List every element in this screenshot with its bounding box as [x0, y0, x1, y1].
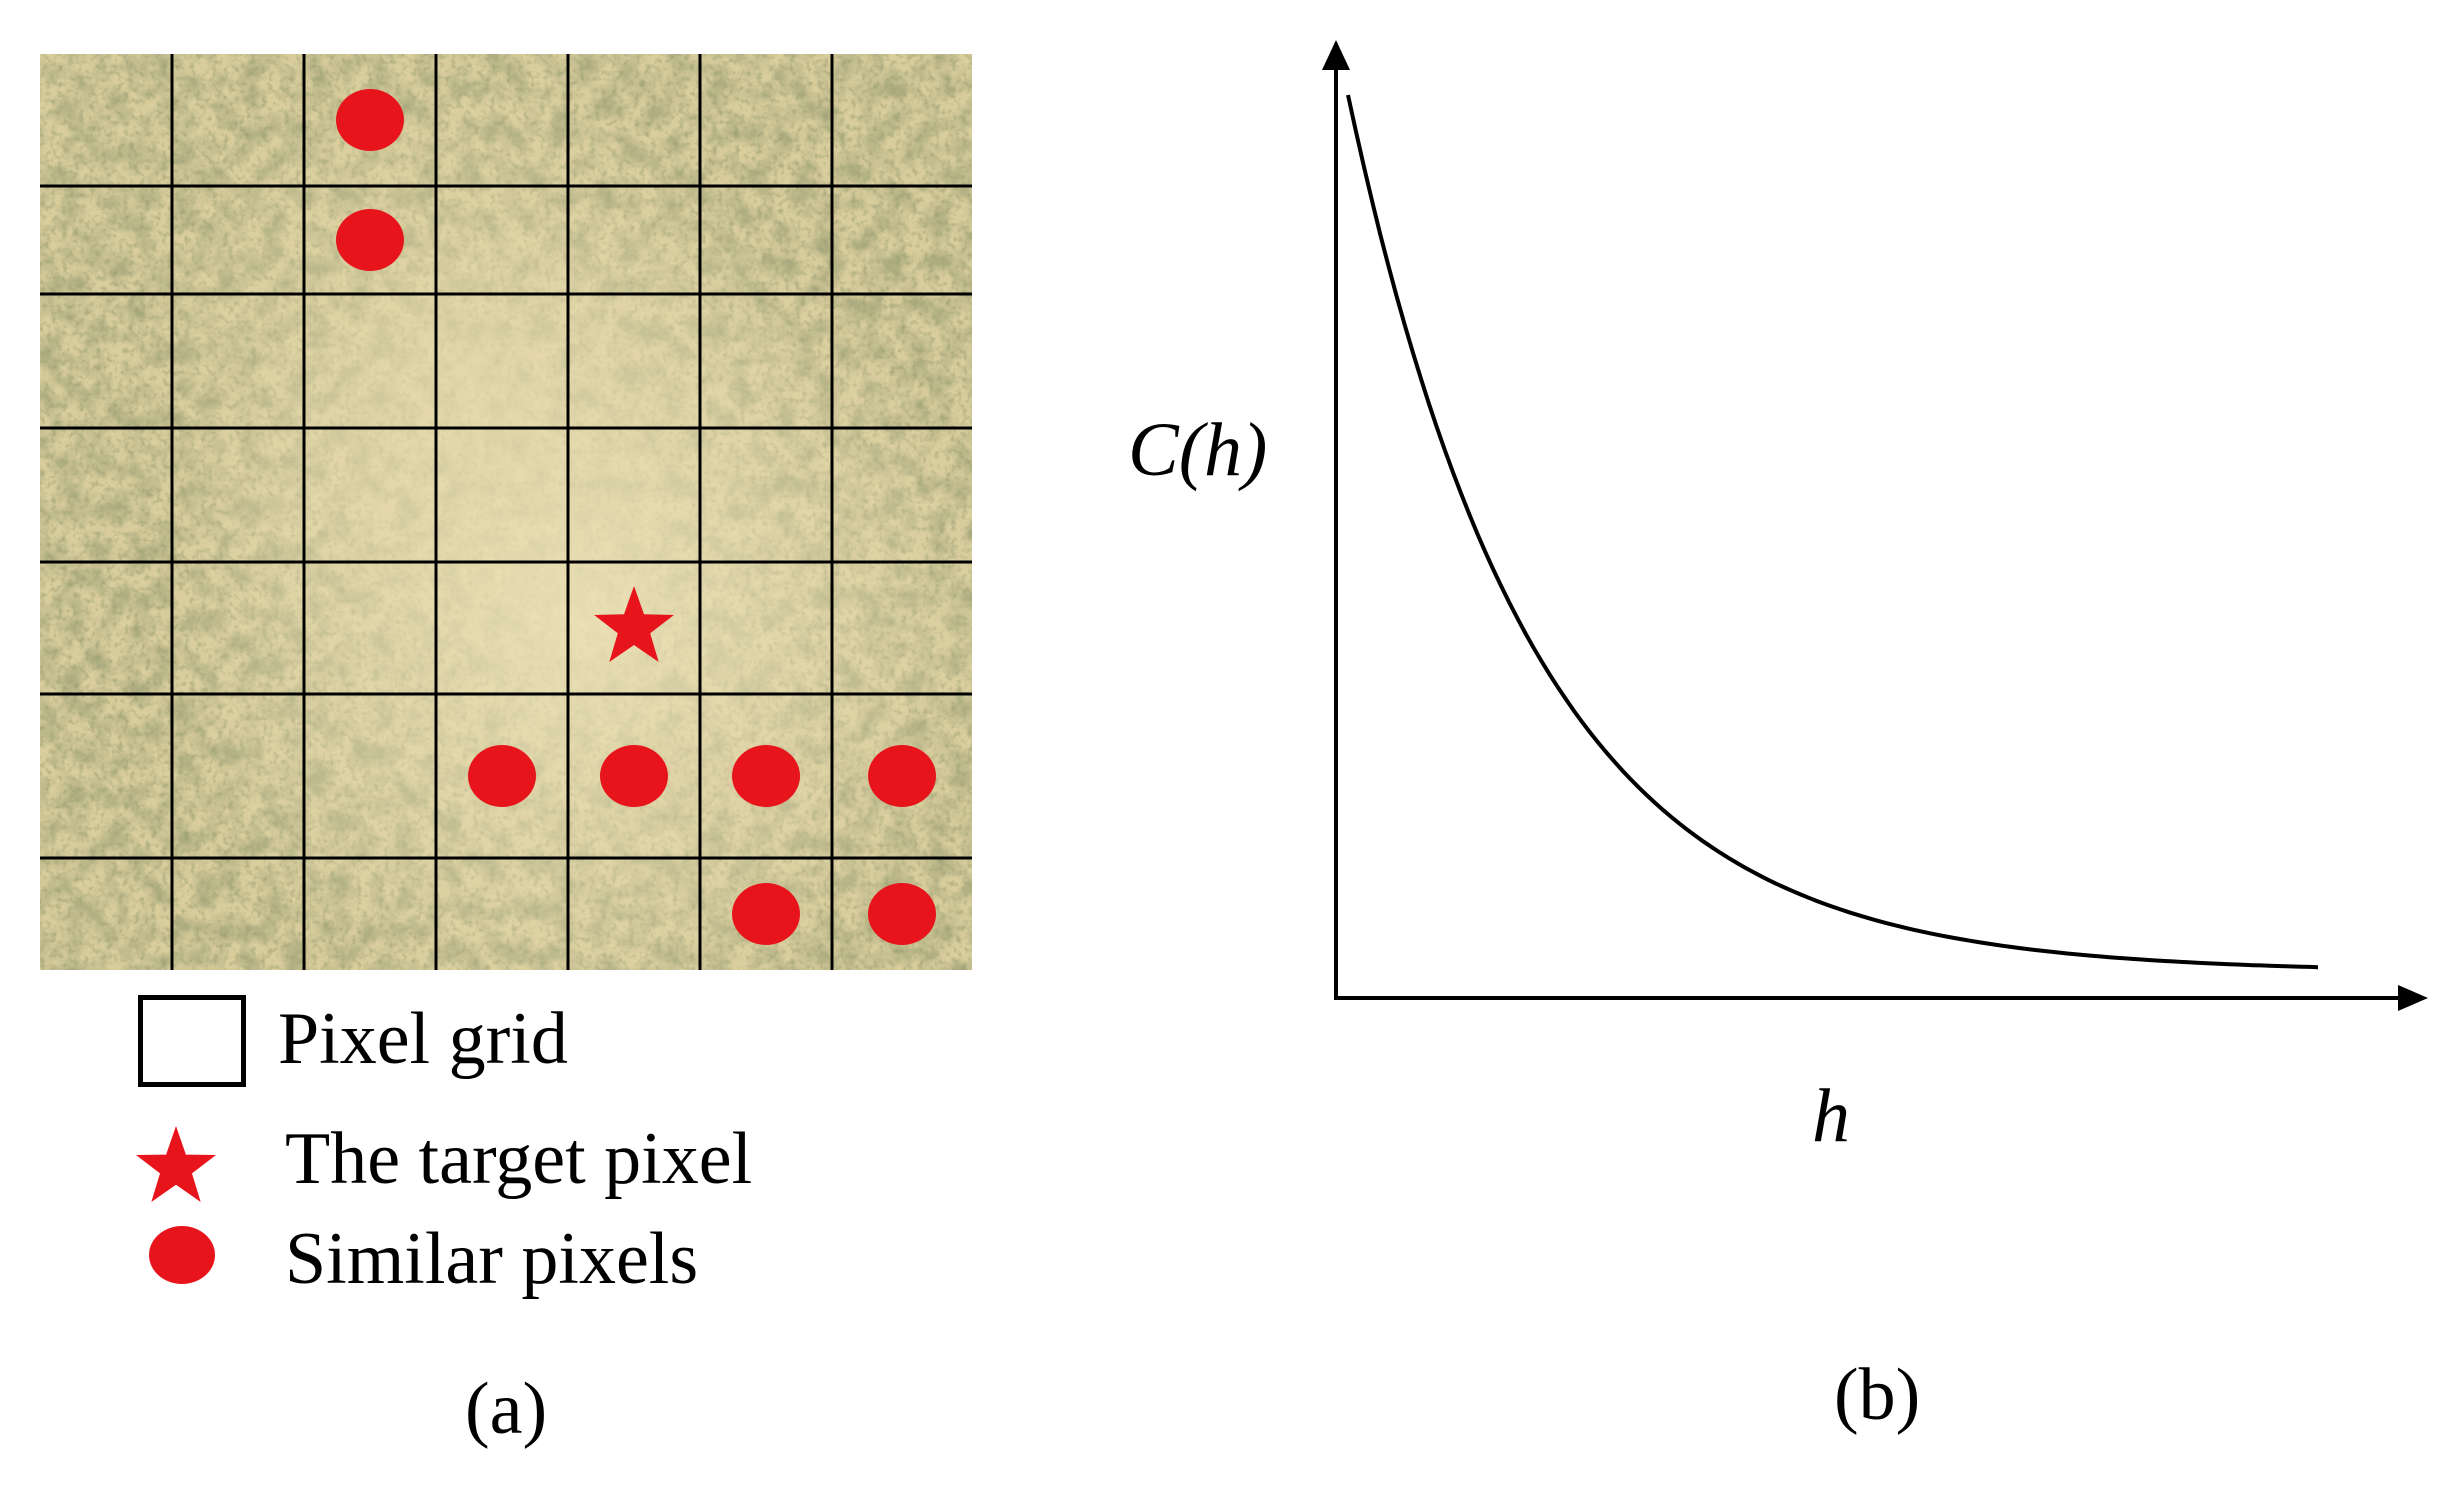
star-icon [136, 1126, 216, 1202]
similar-pixel-marker [600, 745, 668, 807]
decay-curve [1346, 94, 2319, 970]
pixel-grid-legend-swatch [138, 995, 246, 1087]
similar-pixel-marker [336, 89, 404, 151]
pixel-grid [40, 54, 972, 970]
pixel-markers [336, 89, 936, 945]
legend-target-pixel-label: The target pixel [285, 1118, 753, 1200]
target-pixel-star [594, 586, 674, 662]
satellite-image-panel [40, 54, 972, 970]
satellite-image [40, 54, 972, 970]
x-axis-label: h [1812, 1074, 1850, 1158]
legend-similar-pixels-label: Similar pixels [285, 1218, 699, 1300]
similar-pixel-marker [468, 745, 536, 807]
caption-a: (a) [465, 1368, 548, 1450]
y-axis-arrowhead [1322, 40, 1350, 70]
x-axis-arrowhead [2398, 985, 2428, 1011]
similar-pixel-marker [336, 209, 404, 271]
circle-icon [149, 1226, 215, 1284]
similar-pixel-marker [732, 745, 800, 807]
similar-pixel-marker [868, 745, 936, 807]
similar-pixel-marker [868, 883, 936, 945]
similar-pixel-marker [732, 883, 800, 945]
y-axis-label: C(h) [1128, 408, 1268, 492]
legend-pixel-grid-label: Pixel grid [278, 998, 568, 1080]
caption-b: (b) [1834, 1354, 1921, 1436]
